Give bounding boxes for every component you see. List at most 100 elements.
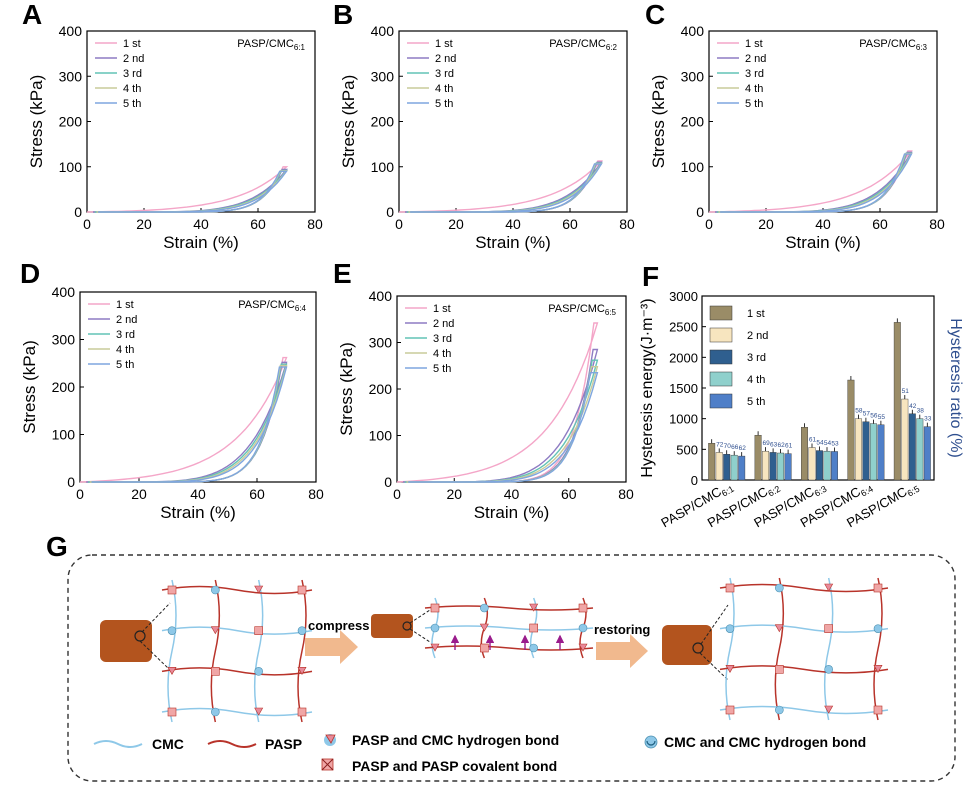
ratio-label: 56: [870, 413, 878, 420]
series-line: [86, 361, 288, 483]
panel-b: B 0 20 40 60 80 0 100 200 300 400 Strain (%) Stress …: [333, 0, 635, 252]
pasp-cmc-hbond-node: [297, 667, 307, 675]
ratio-label: 69: [762, 440, 770, 447]
cmc-hbond-node: [824, 665, 833, 674]
series-line: [405, 161, 603, 213]
legend-swatch: [709, 393, 733, 409]
legend-label: 1 st: [745, 38, 763, 50]
y-tick-label: 200: [369, 381, 393, 397]
cmc-hbond-node: [211, 585, 220, 595]
x-tick-label: 80: [307, 216, 323, 232]
schematic-frame: [67, 554, 956, 782]
y-tick-label: 0: [386, 204, 394, 220]
hydrogel-block-initial: [100, 620, 152, 662]
cmc-hbond-node: [480, 603, 489, 613]
compress-label: compress: [308, 618, 369, 633]
x-axis-label: Strain (%): [475, 233, 551, 252]
pasp-cmc-hbond-node: [479, 623, 489, 632]
legend-pasp-line: [207, 740, 257, 748]
x-tick-label: 60: [250, 216, 266, 232]
bar: [901, 398, 909, 481]
covalent-bond-node: [430, 603, 440, 613]
x-tick-label: 60: [249, 486, 265, 502]
cmc-chain: [424, 625, 594, 631]
y-tick-label: 200: [52, 379, 76, 395]
covalent-bond-node: [167, 707, 177, 717]
y-axis-label: Stress (kPa): [649, 75, 668, 169]
legend-label: 5 th: [435, 98, 453, 110]
legend-label: 5 th: [747, 396, 765, 408]
y-tick-label: 2500: [669, 320, 698, 335]
bar: [854, 418, 862, 481]
legend-label: 5 th: [116, 359, 134, 371]
y-axis-right-label: Hysteresis ratio (%): [947, 318, 964, 458]
network-restored: [719, 577, 889, 721]
y-tick-label: 100: [59, 159, 83, 175]
pasp-cmc-hbond-node: [873, 665, 883, 673]
panel-label-c: C: [645, 0, 665, 30]
pasp-chain: [424, 645, 594, 651]
x-axis-label: Strain (%): [785, 233, 861, 252]
x-tick-label: 0: [393, 486, 401, 502]
cmc-chain: [167, 579, 177, 723]
series-line: [720, 153, 913, 213]
cmc-chain: [253, 579, 264, 723]
bar: [862, 421, 870, 481]
series-line: [408, 162, 603, 213]
legend-label: 4 th: [745, 83, 763, 95]
chart-title: PASP/CMC6:1: [237, 38, 305, 52]
bar: [916, 418, 924, 481]
legend-swatch: [709, 305, 733, 321]
x-axis-label: Strain (%): [163, 233, 239, 252]
y-tick-label: 0: [691, 473, 698, 488]
cmc-hbond-node: [529, 643, 538, 653]
bar: [869, 423, 877, 481]
legend-label: 4 th: [435, 83, 453, 95]
ratio-label: 54: [824, 440, 832, 447]
series-line: [408, 372, 599, 483]
x-tick-label: 0: [705, 216, 713, 232]
covalent-bond-node: [297, 585, 307, 595]
pasp-cmc-hbond-node: [210, 626, 220, 635]
zoom-line-initial-top: [141, 602, 171, 633]
pasp-cmc-hbond-icon: [324, 734, 336, 746]
series-line: [93, 168, 288, 213]
legend-label: 3 rd: [433, 333, 452, 345]
pasp-cmc-hbond-node: [725, 665, 735, 673]
legend-label: 4 th: [747, 374, 765, 386]
panel-a: A 0 20 40 60 80 0 100 200 300 400 Strain (%) Stress …: [22, 0, 323, 252]
cmc-hbond-node: [775, 705, 784, 715]
covalent-bond-node: [775, 665, 784, 674]
panel-c: C 0 20 40 60 80 0 100 200 300 400 Strain (%) Stress …: [645, 0, 945, 252]
legend-label: 1 st: [433, 303, 451, 315]
legend-pasp-cmc-hbond-label: PASP and CMC hydrogen bond: [352, 732, 559, 748]
covalent-bond-node: [297, 707, 307, 717]
x-tick-label: 0: [83, 216, 91, 232]
plot-frame: [86, 30, 316, 213]
legend-label: 1 st: [435, 38, 453, 50]
compress-arrow: [305, 630, 358, 664]
bar: [847, 379, 855, 481]
cmc-hbond-node: [430, 623, 440, 633]
y-tick-label: 400: [681, 23, 705, 39]
legend-label: 5 th: [433, 363, 451, 375]
y-tick-label: 0: [74, 204, 82, 220]
legend-pasp-label: PASP: [265, 736, 302, 752]
legend-label: 2 nd: [123, 53, 144, 65]
ratio-label: 61: [809, 436, 817, 443]
bar: [831, 451, 838, 481]
x-tick-label: 20: [758, 216, 774, 232]
legend-cmc-line: [93, 740, 143, 748]
network-compressed: [424, 597, 594, 659]
covalent-bond-node: [578, 603, 588, 613]
series-line: [406, 162, 603, 213]
y-axis-label: Hysteresis energy(J·m⁻³): [639, 298, 656, 477]
series-line: [398, 160, 604, 213]
ratio-label: 53: [831, 440, 839, 447]
y-tick-label: 400: [59, 23, 83, 39]
series-line: [79, 356, 288, 483]
x-tick-label: 40: [815, 216, 831, 232]
plot-frame: [398, 30, 628, 213]
bar: [738, 455, 746, 481]
bar: [808, 447, 816, 481]
